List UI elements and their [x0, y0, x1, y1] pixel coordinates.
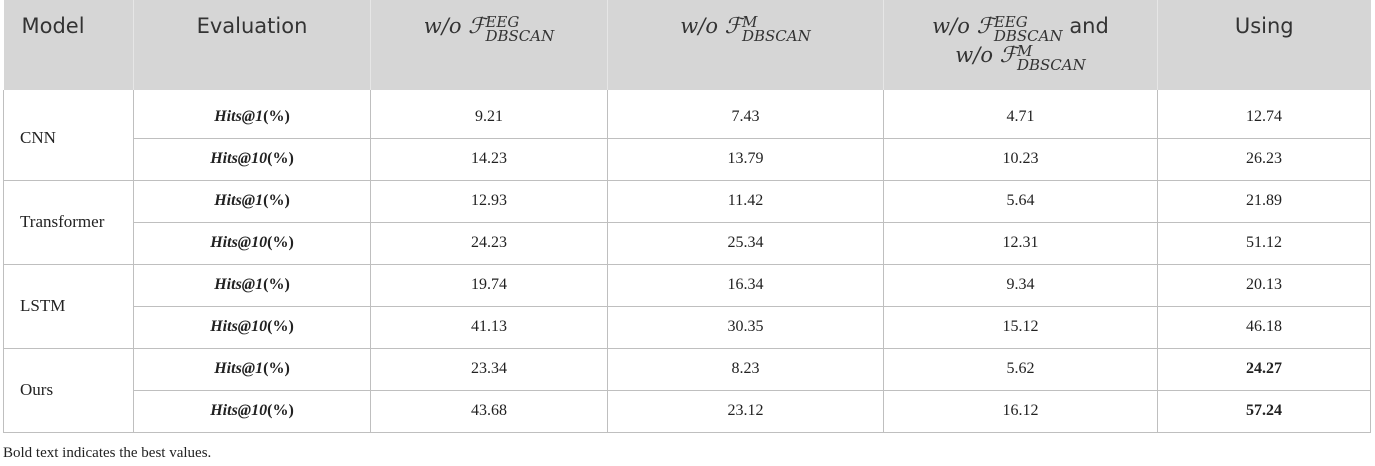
cell-value: 9.34 [883, 264, 1158, 307]
cell-value: 43.68 [370, 390, 608, 433]
model-transformer: Transformer [3, 180, 134, 265]
cell-value: 10.23 [883, 138, 1158, 181]
cell-value: 23.12 [607, 390, 884, 433]
cell-value: 23.34 [370, 348, 608, 391]
table-row: Hits@10(%) 43.68 23.12 16.12 57.24 [4, 390, 1371, 433]
header-using: Using [1157, 0, 1371, 90]
metric-hits10: Hits@10(%) [133, 306, 371, 349]
cell-value: 5.64 [883, 180, 1158, 223]
header-wo-eeg: w/o ℱ EEG DBSCAN [370, 0, 608, 90]
cell-value: 7.43 [607, 96, 884, 139]
metric-hits1: Hits@1(%) [133, 264, 371, 307]
metric-hits10: Hits@10(%) [133, 138, 371, 181]
metric-hits1: Hits@1(%) [133, 180, 371, 223]
cell-value: 8.23 [607, 348, 884, 391]
cell-value: 5.62 [883, 348, 1158, 391]
cell-value: 19.74 [370, 264, 608, 307]
cell-value: 4.71 [883, 96, 1158, 139]
model-lstm: LSTM [3, 264, 134, 349]
table-row: CNN Hits@1(%) 9.21 7.43 4.71 12.74 [3, 96, 1371, 181]
cell-value: 9.21 [370, 96, 608, 139]
table-row: Hits@10(%) 41.13 30.35 15.12 46.18 [4, 306, 1371, 349]
cell-value: 46.18 [1157, 306, 1371, 349]
cell-value: 26.23 [1157, 138, 1371, 181]
cell-value: 12.74 [1157, 96, 1371, 139]
cell-value: 12.93 [370, 180, 608, 223]
header-evaluation: Evaluation [133, 0, 371, 90]
metric-hits10: Hits@10(%) [133, 222, 371, 265]
model-ours: Ours [3, 348, 134, 433]
model-cnn: CNN [3, 96, 134, 181]
results-table: Model Evaluation w/o ℱ EEG DBSCAN w/o ℱ M DB… [3, 0, 1371, 433]
cell-value: 16.34 [607, 264, 884, 307]
cell-value: 14.23 [370, 138, 608, 181]
cell-value: 41.13 [370, 306, 608, 349]
cell-value: 20.13 [1157, 264, 1371, 307]
header-wo-both: w/o ℱ EEG DBSCAN and w/o ℱ M DBSCAN [883, 0, 1158, 90]
cell-value: 16.12 [883, 390, 1158, 433]
header-model: Model [3, 0, 134, 90]
table-row: Transformer Hits@1(%) 12.93 11.42 5.64 2… [3, 180, 1371, 265]
cell-value: 25.34 [607, 222, 884, 265]
table-footnote: Bold text indicates the best values. [3, 445, 212, 461]
table-row: Hits@10(%) 24.23 25.34 12.31 51.12 [4, 222, 1371, 265]
header-row: Model Evaluation w/o ℱ EEG DBSCAN w/o ℱ M DB… [3, 0, 1371, 90]
cell-value: 12.31 [883, 222, 1158, 265]
cell-value: 21.89 [1157, 180, 1371, 223]
table-row: Ours Hits@1(%) 23.34 8.23 5.62 24.27 [3, 348, 1371, 433]
metric-hits10: Hits@10(%) [133, 390, 371, 433]
cell-value: 24.23 [370, 222, 608, 265]
cell-value-best: 24.27 [1157, 348, 1371, 391]
cell-value: 51.12 [1157, 222, 1371, 265]
metric-hits1: Hits@1(%) [133, 96, 371, 139]
header-wo-m: w/o ℱ M DBSCAN [607, 0, 884, 90]
metric-hits1: Hits@1(%) [133, 348, 371, 391]
table-row: Hits@10(%) 14.23 13.79 10.23 26.23 [4, 138, 1371, 181]
table-row: LSTM Hits@1(%) 19.74 16.34 9.34 20.13 [3, 264, 1371, 349]
cell-value: 13.79 [607, 138, 884, 181]
cell-value-best: 57.24 [1157, 390, 1371, 433]
cell-value: 11.42 [607, 180, 884, 223]
cell-value: 15.12 [883, 306, 1158, 349]
cell-value: 30.35 [607, 306, 884, 349]
